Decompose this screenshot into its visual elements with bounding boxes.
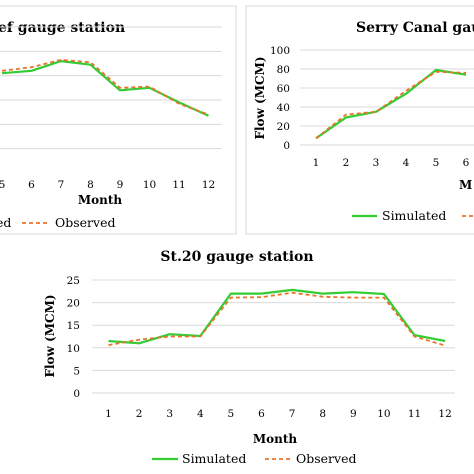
chart3-y-tick-label-5: 25 bbox=[67, 275, 80, 287]
chart2-series-observed-line bbox=[315, 70, 467, 140]
panel-frame-right bbox=[245, 5, 474, 235]
chart2-title: Serry Canal gau bbox=[356, 20, 474, 36]
chart3-x-tick-label-3: 3 bbox=[166, 408, 173, 420]
chart1-x-tick-label-8: 8 bbox=[87, 179, 94, 191]
chart3-x-tick-label-9: 9 bbox=[350, 408, 357, 420]
chart2-series-simulated-line bbox=[315, 68, 467, 140]
chart2-y-tick-label-3: 60 bbox=[277, 83, 290, 95]
chart3-x-tick-label-8: 8 bbox=[319, 408, 326, 420]
chart2-y-tick-label-0: 0 bbox=[283, 140, 290, 152]
chart1-x-tick-label-11: 11 bbox=[172, 179, 185, 191]
chart3-y-tick-label-0: 0 bbox=[73, 388, 80, 400]
chart3-x-tick-label-7: 7 bbox=[289, 408, 296, 420]
chart1-legend-sim: ed bbox=[0, 215, 11, 230]
chart1-x-tick-label-12: 12 bbox=[202, 179, 215, 191]
chart3-ylabel: Flow (MCM) bbox=[43, 294, 57, 377]
chart1-x-tick-label-7: 7 bbox=[58, 179, 65, 191]
chart2-y-tick-label-1: 20 bbox=[277, 121, 290, 133]
chart2-y-tick-label-2: 40 bbox=[277, 102, 290, 114]
chart1-xlabel: Month bbox=[78, 193, 123, 207]
chart2-legend-sim: Simulated bbox=[382, 208, 446, 223]
chart3-x-tick-label-6: 6 bbox=[258, 408, 265, 420]
chart2-ylabel: Flow (MCM) bbox=[253, 56, 267, 139]
chart2-xlabel: M bbox=[459, 178, 472, 192]
chart3-y-tick-label-4: 20 bbox=[67, 298, 80, 310]
chart1-legend-obs: Observed bbox=[55, 215, 116, 230]
chart3-series-simulated-line bbox=[108, 288, 446, 345]
chart1-x-tick-label-9: 9 bbox=[117, 179, 124, 191]
chart1-x-tick-label-6: 6 bbox=[28, 179, 35, 191]
chart2-x-tick-label-5: 5 bbox=[433, 157, 440, 169]
chart3-x-tick-label-11: 11 bbox=[408, 408, 421, 420]
chart2-x-tick-label-2: 2 bbox=[343, 157, 350, 169]
chart2-y-tick-label-4: 80 bbox=[277, 64, 290, 76]
chart1-x-tick-label-10: 10 bbox=[143, 179, 156, 191]
chart1-title: ef gauge station bbox=[0, 20, 125, 36]
chart2-x-tick-label-4: 4 bbox=[403, 157, 410, 169]
chart3-xlabel: Month bbox=[253, 432, 298, 446]
chart3-x-tick-label-12: 12 bbox=[438, 408, 451, 420]
chart2-x-tick-label-1: 1 bbox=[313, 157, 320, 169]
chart3-title: St.20 gauge station bbox=[160, 249, 313, 265]
chart2-x-tick-label-3: 3 bbox=[373, 157, 380, 169]
chart3-x-tick-label-5: 5 bbox=[228, 408, 235, 420]
chart3-x-tick-label-10: 10 bbox=[377, 408, 390, 420]
chart3-x-tick-label-4: 4 bbox=[197, 408, 204, 420]
chart3-legend-obs: Observed bbox=[296, 451, 357, 466]
chart1-x-tick-label-5: 5 bbox=[0, 179, 5, 191]
chart3-y-tick-label-1: 5 bbox=[73, 365, 80, 377]
panel-frame-left bbox=[0, 5, 237, 235]
chart1-series-simulated-line bbox=[1, 59, 209, 117]
chart3-legend-sim: Simulated bbox=[182, 451, 246, 466]
chart3-series-observed-line bbox=[108, 291, 446, 347]
chart3-y-tick-label-2: 10 bbox=[67, 343, 80, 355]
chart2-y-tick-label-5: 100 bbox=[270, 45, 290, 57]
chart3-x-tick-label-1: 1 bbox=[105, 408, 112, 420]
chart3-x-tick-label-2: 2 bbox=[136, 408, 143, 420]
chart1-series-observed-line bbox=[1, 58, 209, 116]
chart2-x-tick-label-6: 6 bbox=[463, 157, 470, 169]
chart3-y-tick-label-3: 15 bbox=[67, 320, 80, 332]
